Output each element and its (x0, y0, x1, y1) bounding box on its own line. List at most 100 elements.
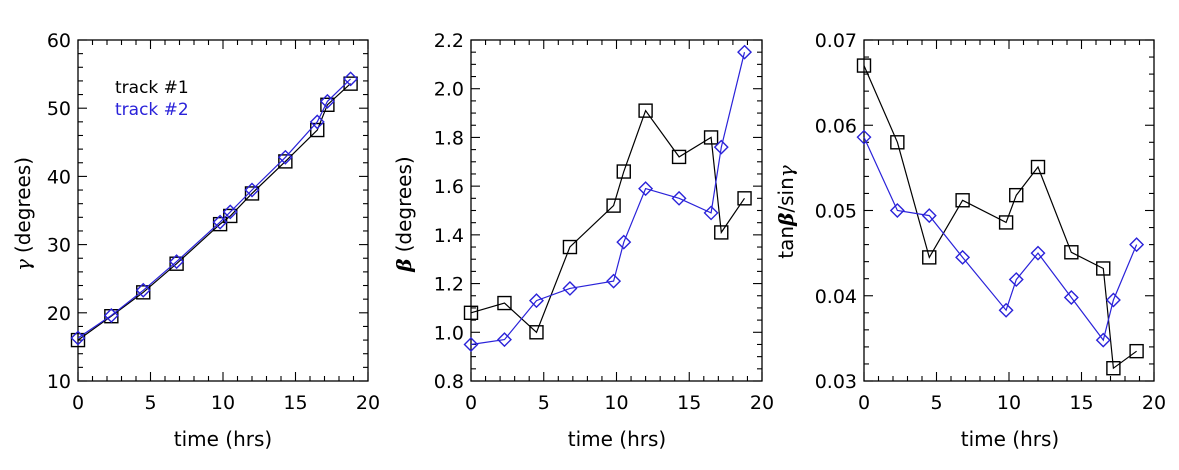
y-tick-label: 1.8 (434, 127, 464, 149)
y-tick-label: 60 (47, 30, 71, 52)
data-point-track-1 (169, 256, 184, 271)
data-point-track-1 (856, 58, 872, 73)
data-point-track-1 (136, 285, 151, 300)
panel-beta: β (degrees) time (hrs) 0 5 10 15 20 0.8 1.0 1.2 1… (392, 30, 774, 451)
data-point-track-1 (1009, 187, 1024, 203)
panel-gamma: γ(degrees) time (hrs) track #1 track #2 … (11, 30, 380, 451)
data-point-track-1 (497, 295, 512, 311)
panel-2-xlabel: time (hrs) (568, 427, 666, 451)
data-point-track-1 (1129, 343, 1144, 359)
panel-3-ylabel: tanβ/sinγ (774, 165, 798, 258)
x-tick-label: 0 (465, 392, 477, 414)
data-point-track-2 (562, 280, 578, 296)
series-line-track-2 (470, 52, 746, 346)
data-point-track-1 (320, 97, 335, 112)
panel-ratio: tanβ/sinγ time (hrs) 0 5 10 15 20 0.03 0.04 0.0… (774, 30, 1166, 451)
panel-3-ylabel-suffix: /sin (774, 177, 798, 212)
data-point-track-1 (737, 191, 752, 206)
y-tick-label: 0.03 (815, 371, 857, 393)
data-point-track-1 (70, 332, 86, 348)
x-tick-label: 0 (858, 392, 870, 414)
data-point-track-1 (343, 76, 358, 91)
data-point-track-2 (463, 336, 479, 352)
data-point-track-2 (1095, 332, 1111, 348)
panel-2-ylabel: β (degrees) (392, 156, 416, 272)
data-point-track-2 (244, 182, 260, 198)
data-point-track-1 (955, 193, 970, 208)
data-point-track-1 (922, 250, 937, 265)
x-tick-label: 20 (356, 392, 380, 414)
y-tick-label: 10 (47, 371, 71, 393)
y-tick-label: 40 (47, 166, 71, 188)
data-point-track-1 (998, 215, 1014, 230)
panel-3-frame (863, 39, 1155, 382)
data-point-track-2 (1063, 289, 1079, 305)
data-point-track-2 (222, 204, 238, 220)
y-tick-label: 0.8 (434, 371, 464, 393)
y-tick-label: 0.07 (815, 30, 857, 52)
panel-2-ylabel-text: (degrees) (392, 156, 416, 252)
data-point-track-1 (1106, 361, 1121, 376)
data-point-track-1 (310, 122, 325, 138)
data-point-track-1 (616, 164, 631, 179)
y-tick-label: 1.2 (434, 274, 464, 296)
data-point-track-2 (955, 249, 971, 265)
data-point-track-1 (671, 149, 687, 165)
series-line-track-2 (863, 136, 1138, 342)
x-tick-label: 10 (604, 392, 628, 414)
series-line-track-1 (470, 109, 745, 334)
data-point-track-2 (343, 71, 359, 87)
data-point-track-1 (638, 103, 653, 118)
y-tick-label: 1.0 (434, 322, 464, 344)
data-point-track-1 (890, 135, 905, 150)
y-tick-label: 1.6 (434, 176, 464, 198)
data-point-track-1 (529, 325, 544, 340)
data-point-track-2 (1129, 237, 1145, 253)
data-point-track-2 (319, 93, 335, 109)
data-point-track-1 (212, 216, 228, 232)
data-point-track-2 (70, 330, 86, 346)
data-point-track-1 (606, 198, 621, 213)
panel-1-legend: track #1 track #2 (115, 78, 189, 120)
panel-3-ylabel-prefix: tan (774, 226, 798, 259)
panel-3-ylabel-symbol-2: γ (774, 165, 798, 177)
x-tick-label: 20 (1142, 392, 1166, 414)
x-tick-label: 15 (677, 392, 701, 414)
panel-1-xlabel: time (hrs) (174, 427, 272, 451)
x-tick-label: 15 (283, 392, 307, 414)
x-tick-label: 0 (72, 392, 84, 414)
data-point-track-2 (1105, 292, 1121, 308)
x-tick-label: 5 (144, 392, 156, 414)
data-point-track-2 (1008, 272, 1024, 288)
y-tick-label: 30 (47, 235, 71, 257)
data-point-track-2 (277, 149, 293, 165)
data-point-track-2 (309, 114, 325, 130)
data-point-track-2 (1030, 245, 1046, 261)
data-point-track-2 (703, 205, 719, 221)
data-point-track-2 (606, 273, 622, 289)
data-point-track-1 (562, 239, 578, 255)
data-point-track-2 (135, 282, 151, 298)
y-tick-label: 2.0 (434, 79, 464, 101)
panel-1-ylabel-text: (degrees) (11, 157, 35, 253)
x-tick-label: 20 (750, 392, 774, 414)
y-tick-label: 0.04 (815, 286, 857, 308)
panel-2-ylabel-symbol: β (392, 258, 416, 272)
panel-3-xlabel: time (hrs) (961, 427, 1059, 451)
data-point-track-2 (889, 203, 905, 218)
y-tick-label: 2.2 (434, 30, 464, 52)
x-tick-label: 15 (1069, 392, 1093, 414)
data-point-track-2 (921, 208, 937, 224)
data-point-track-1 (1030, 159, 1046, 175)
panel-1-ylabel: γ (degrees) (11, 157, 35, 271)
data-point-track-1 (1096, 261, 1111, 276)
data-point-track-1 (463, 305, 479, 320)
y-tick-label: 20 (47, 303, 71, 325)
y-tick-label: 0.06 (815, 115, 857, 137)
data-point-track-2 (496, 332, 512, 348)
data-point-track-1 (244, 186, 260, 201)
data-point-track-2 (169, 254, 185, 270)
data-point-track-2 (856, 129, 872, 145)
data-point-track-2 (638, 181, 654, 197)
